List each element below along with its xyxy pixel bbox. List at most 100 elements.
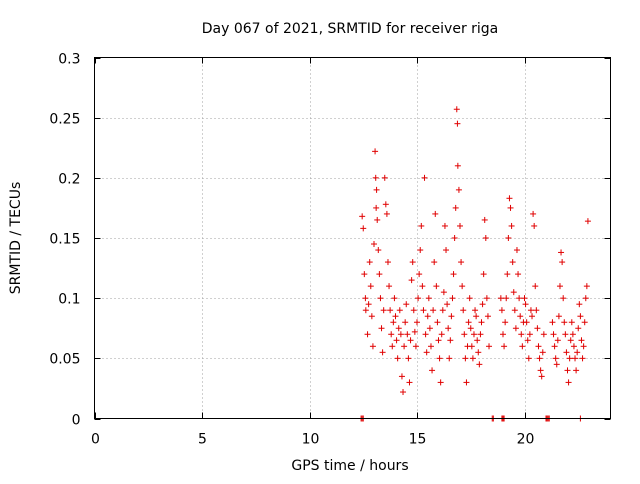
data-point <box>440 289 447 296</box>
data-point <box>415 295 422 302</box>
data-point <box>371 241 377 248</box>
data-point <box>535 343 542 350</box>
data-point <box>470 331 477 338</box>
data-point <box>572 355 579 362</box>
data-point <box>390 319 397 326</box>
data-point <box>450 271 457 278</box>
data-point <box>580 343 587 350</box>
data-point <box>434 319 441 326</box>
data-point <box>502 319 509 326</box>
data-point <box>472 307 479 314</box>
data-point <box>474 337 481 344</box>
data-point <box>362 307 369 314</box>
data-point <box>519 343 526 350</box>
data-point <box>573 367 580 374</box>
x-tick-label: 0 <box>91 432 100 448</box>
data-point <box>388 331 395 338</box>
data-point <box>372 174 379 181</box>
data-point <box>556 283 563 290</box>
data-point <box>432 210 439 217</box>
data-point <box>532 283 539 290</box>
data-point <box>484 313 491 320</box>
data-point <box>394 355 401 362</box>
data-point <box>575 325 582 332</box>
data-point <box>515 271 522 278</box>
data-point <box>452 204 459 211</box>
data-point <box>566 355 573 362</box>
data-point <box>429 367 436 374</box>
data-point <box>475 349 482 356</box>
data-point <box>419 283 426 290</box>
data-point <box>393 337 400 344</box>
data-point <box>461 331 468 338</box>
data-point <box>433 283 440 290</box>
data-point <box>504 271 511 278</box>
data-point <box>435 337 442 344</box>
y-tick-label: 0.05 <box>49 352 80 368</box>
data-point <box>481 216 488 223</box>
data-point <box>527 307 534 314</box>
data-point <box>377 295 384 302</box>
data-point <box>558 249 565 256</box>
data-point <box>555 313 562 320</box>
x-tick-label: 5 <box>198 432 207 448</box>
data-point <box>406 379 413 386</box>
data-point <box>453 106 460 113</box>
data-point <box>369 343 376 350</box>
data-point <box>498 307 505 314</box>
chart-title: Day 067 of 2021, SRMTID for receiver rig… <box>202 21 499 37</box>
data-point <box>404 331 411 338</box>
data-point <box>565 379 572 386</box>
data-point <box>436 355 443 362</box>
data-point <box>552 355 559 362</box>
data-point <box>465 319 472 326</box>
data-point <box>530 210 537 217</box>
data-point <box>454 162 461 169</box>
data-point <box>389 343 396 350</box>
data-point <box>454 120 461 127</box>
data-point <box>402 319 409 326</box>
data-point <box>437 379 444 386</box>
data-point <box>462 355 469 362</box>
y-tick-label: 0.15 <box>49 232 80 248</box>
data-point <box>386 283 393 290</box>
data-point <box>468 343 475 350</box>
data-point <box>525 355 532 362</box>
data-point <box>459 283 466 290</box>
data-point <box>564 367 571 374</box>
data-point <box>408 277 415 284</box>
data-point <box>513 247 520 254</box>
data-point <box>550 331 557 338</box>
data-point <box>482 235 489 241</box>
y-tick-label: 0.1 <box>58 292 80 308</box>
plot-frame <box>94 57 611 419</box>
y-tick-label: 0 <box>72 413 81 429</box>
data-point <box>375 247 382 254</box>
data-point <box>438 331 445 338</box>
data-point <box>426 325 433 332</box>
data-point <box>536 355 543 362</box>
data-point <box>561 319 568 326</box>
data-point <box>431 259 438 266</box>
data-point <box>381 174 388 181</box>
data-point <box>551 343 558 350</box>
data-point <box>359 213 366 220</box>
data-point <box>444 301 451 308</box>
data-point <box>387 307 394 314</box>
data-point <box>576 301 583 308</box>
data-point <box>410 307 417 314</box>
data-point <box>417 247 424 254</box>
data-point <box>559 259 566 266</box>
data-point <box>380 307 387 314</box>
data-point <box>479 301 486 308</box>
data-point <box>560 295 567 302</box>
data-point <box>570 343 577 350</box>
data-point <box>420 307 427 314</box>
data-point <box>422 331 429 338</box>
data-point <box>577 313 584 320</box>
data-point <box>501 343 508 350</box>
data-point <box>522 301 529 308</box>
data-point <box>403 301 410 308</box>
data-point <box>534 325 541 332</box>
